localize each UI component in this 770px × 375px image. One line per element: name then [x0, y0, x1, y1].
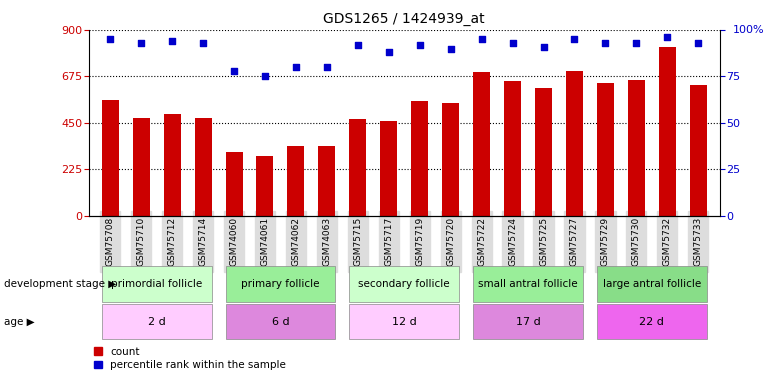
Bar: [256, 156, 273, 216]
Point: [290, 64, 302, 70]
Text: primordial follicle: primordial follicle: [111, 279, 203, 289]
Text: 2 d: 2 d: [148, 316, 166, 327]
Bar: [102, 100, 119, 216]
Point: [692, 40, 705, 46]
Point: [228, 68, 240, 74]
Point: [197, 40, 209, 46]
Text: 12 d: 12 d: [392, 316, 417, 327]
Point: [444, 46, 457, 52]
Text: secondary follicle: secondary follicle: [359, 279, 450, 289]
Bar: [628, 80, 645, 216]
Point: [413, 42, 426, 48]
Bar: [597, 82, 614, 216]
Point: [166, 38, 179, 44]
Bar: [318, 146, 336, 216]
Bar: [163, 114, 181, 216]
Bar: [504, 81, 521, 216]
Legend: count, percentile rank within the sample: count, percentile rank within the sample: [94, 346, 286, 370]
Bar: [690, 85, 707, 216]
Point: [135, 40, 147, 46]
Point: [321, 64, 333, 70]
Point: [507, 40, 519, 46]
Text: 22 d: 22 d: [639, 316, 665, 327]
Text: 6 d: 6 d: [272, 316, 290, 327]
Point: [537, 44, 550, 50]
Text: age ▶: age ▶: [4, 316, 35, 327]
Bar: [566, 71, 583, 216]
Text: large antral follicle: large antral follicle: [603, 279, 701, 289]
Point: [661, 34, 674, 40]
Point: [259, 74, 271, 80]
Bar: [195, 118, 212, 216]
Text: 17 d: 17 d: [516, 316, 541, 327]
Bar: [287, 146, 304, 216]
Bar: [535, 88, 552, 216]
Bar: [226, 152, 243, 216]
Point: [568, 36, 581, 42]
Text: small antral follicle: small antral follicle: [478, 279, 578, 289]
Bar: [659, 46, 676, 216]
Text: development stage ▶: development stage ▶: [4, 279, 116, 289]
Point: [630, 40, 642, 46]
Text: 100%: 100%: [732, 25, 764, 35]
Bar: [350, 118, 367, 216]
Point: [104, 36, 116, 42]
Text: primary follicle: primary follicle: [241, 279, 320, 289]
Point: [599, 40, 611, 46]
Title: GDS1265 / 1424939_at: GDS1265 / 1424939_at: [323, 12, 485, 26]
Bar: [442, 103, 459, 216]
Bar: [132, 118, 149, 216]
Point: [383, 49, 395, 55]
Bar: [473, 72, 490, 216]
Point: [475, 36, 487, 42]
Point: [352, 42, 364, 48]
Bar: [411, 101, 428, 216]
Bar: [380, 121, 397, 216]
